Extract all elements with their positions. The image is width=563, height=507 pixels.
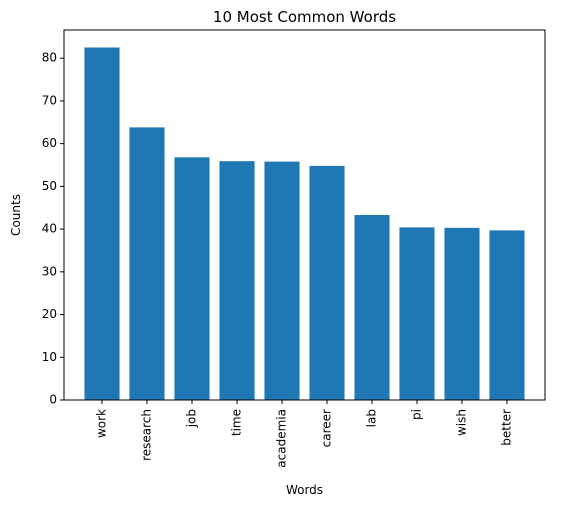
bar-pi [399, 227, 435, 400]
y-tick-label-50: 50 [42, 179, 57, 193]
y-tick-label-70: 70 [42, 93, 57, 107]
bars-group [84, 47, 525, 401]
bar-work [84, 47, 120, 401]
bar-job [174, 157, 210, 400]
x-tick-label-academia: academia [275, 409, 289, 468]
bar-career [309, 165, 345, 400]
bar-lab [354, 215, 390, 400]
y-tick-label-20: 20 [42, 307, 57, 321]
y-tick-label-0: 0 [49, 393, 57, 407]
bar-academia [264, 161, 300, 400]
x-axis: work research job time academia career lab pi wi… [95, 400, 514, 468]
x-tick-label-work: work [95, 409, 109, 438]
x-axis-label: Words [286, 483, 323, 497]
bar-wish [444, 227, 480, 400]
bar-better [489, 230, 525, 400]
y-axis-label: Counts [9, 194, 23, 236]
x-tick-label-time: time [230, 409, 244, 436]
y-tick-label-10: 10 [42, 350, 57, 364]
y-axis: 0 10 20 30 40 50 60 70 80 [42, 51, 64, 407]
y-tick-label-30: 30 [42, 264, 57, 278]
x-tick-label-lab: lab [365, 409, 379, 427]
x-tick-label-job: job [185, 409, 199, 428]
x-tick-label-career: career [320, 409, 334, 447]
y-tick-label-60: 60 [42, 136, 57, 150]
plot-frame [63, 29, 546, 401]
y-tick-label-80: 80 [42, 51, 57, 65]
bar-research [129, 127, 165, 400]
y-tick-label-40: 40 [42, 222, 57, 236]
bar-time [219, 161, 255, 400]
x-tick-label-wish: wish [455, 409, 469, 436]
x-tick-label-better: better [500, 409, 514, 446]
chart-title: 10 Most Common Words [213, 8, 396, 26]
x-tick-label-pi: pi [410, 409, 424, 420]
x-tick-label-research: research [140, 409, 154, 461]
